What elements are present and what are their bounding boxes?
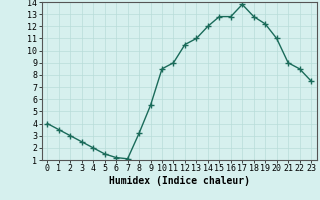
X-axis label: Humidex (Indice chaleur): Humidex (Indice chaleur): [109, 176, 250, 186]
